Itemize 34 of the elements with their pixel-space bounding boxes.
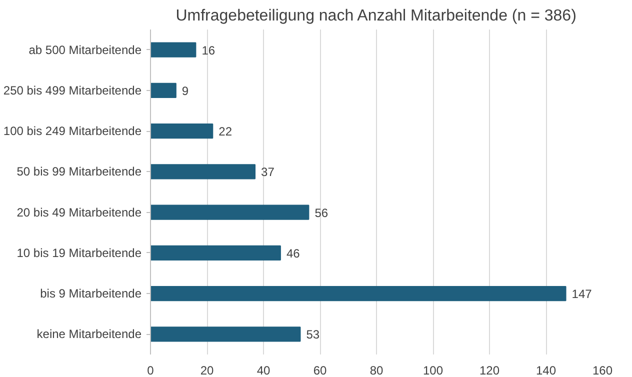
- data-label: 46: [286, 246, 300, 260]
- x-tick-label: 60: [313, 364, 327, 377]
- x-tick-label: 160: [592, 364, 613, 377]
- bar: [150, 245, 281, 261]
- bar: [150, 204, 310, 220]
- bar: [150, 82, 176, 98]
- chart-title: Umfragebeteiligung nach Anzahl Mitarbeitende (n = 386): [176, 8, 576, 24]
- x-tick-label: 120: [479, 364, 500, 377]
- x-tick-label: 20: [200, 364, 214, 377]
- data-label: 56: [314, 206, 328, 220]
- x-tick-label: 140: [536, 364, 556, 377]
- bar: [150, 42, 196, 58]
- data-label: 22: [218, 124, 232, 139]
- bar: [150, 326, 301, 342]
- bar: [150, 164, 256, 180]
- data-label: 147: [572, 287, 592, 302]
- x-tick-label: 40: [256, 364, 270, 377]
- y-tick-label: ab 500 Mitarbeitende: [28, 42, 142, 57]
- x-tick-label: 0: [147, 364, 154, 377]
- data-label: 53: [306, 328, 320, 342]
- y-tick-label: bis 9 Mitarbeitende: [40, 286, 142, 301]
- y-tick-label: 100 bis 249 Mitarbeitende: [3, 124, 142, 138]
- x-tick-label: 80: [370, 364, 384, 377]
- bar: [150, 123, 214, 139]
- y-tick-label: 20 bis 49 Mitarbeitende: [16, 205, 142, 220]
- y-tick-label: 250 bis 499 Mitarbeitende: [3, 83, 142, 98]
- x-tick-label: 100: [422, 364, 444, 377]
- data-label: 9: [182, 84, 189, 98]
- y-tick-label: 50 bis 99 Mitarbeitende: [16, 164, 142, 179]
- y-tick-label: keine Mitarbeitende: [36, 327, 142, 342]
- data-label: 37: [261, 165, 275, 180]
- y-tick-label: 10 bis 19 Mitarbeitende: [16, 246, 142, 260]
- bar: [150, 286, 566, 302]
- data-label: 16: [202, 43, 216, 58]
